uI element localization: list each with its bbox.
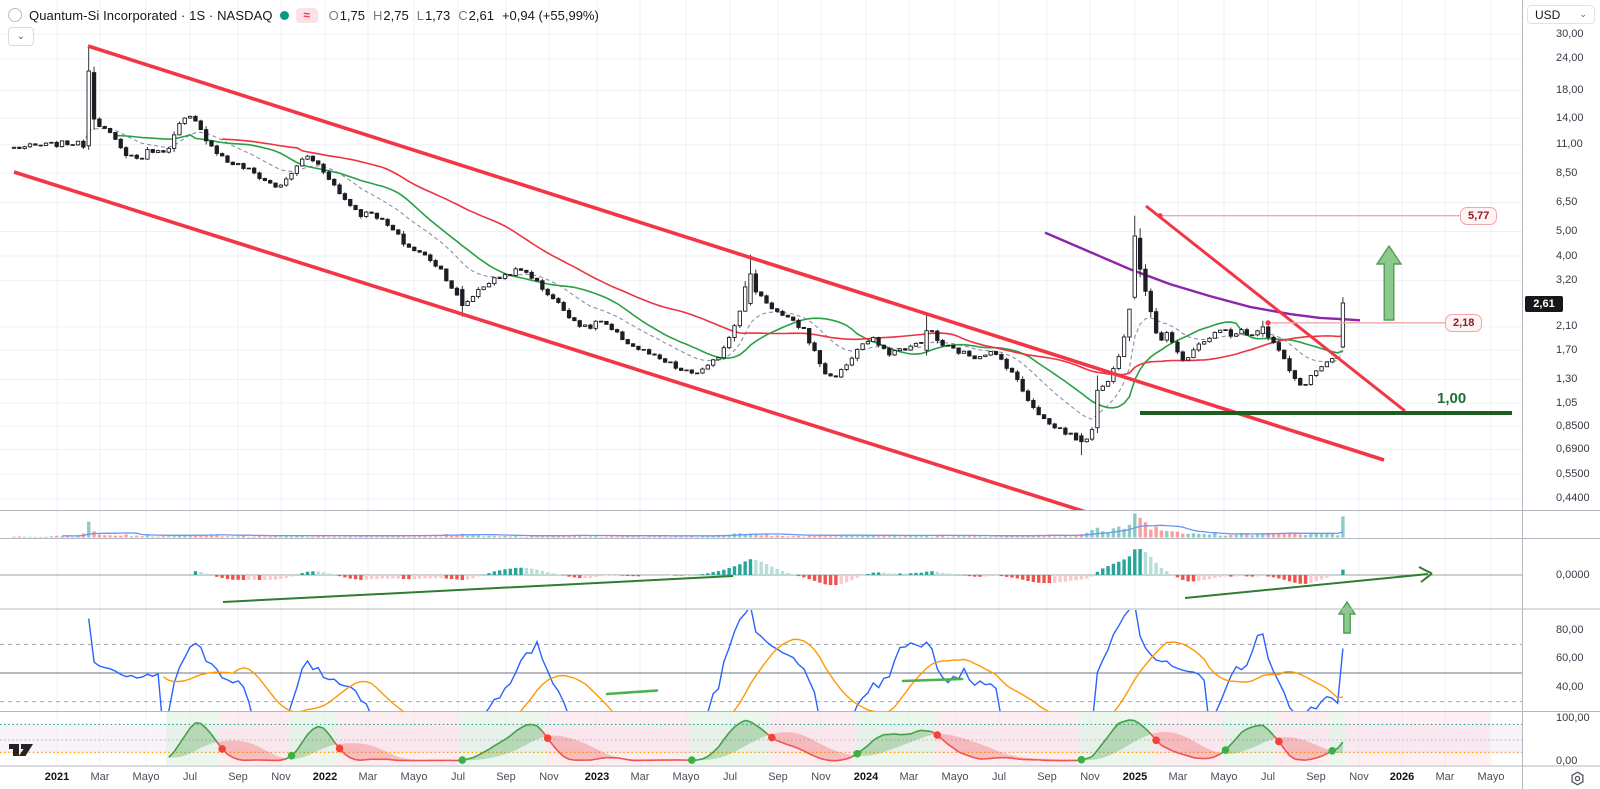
close-value: 2,61	[468, 7, 494, 23]
change-value: +0,94 (+55,99%)	[501, 7, 599, 23]
high-value: 2,75	[383, 7, 409, 23]
trend-channel-upper	[87, 44, 1385, 462]
grid-lines	[0, 0, 1522, 766]
indicator-wave-icon[interactable]: ≈	[295, 7, 318, 23]
steep-trendline	[1145, 204, 1406, 413]
macd-trendline	[222, 575, 734, 603]
ohlc-readout: O1,75 H2,75 L1,73 C2,61 +0,94 (+55,99%)	[328, 7, 599, 23]
tradingview-watermark-logo[interactable]	[8, 740, 42, 758]
indicator-status-dot-icon[interactable]	[279, 10, 289, 20]
macd-pane	[0, 549, 1522, 586]
up-arrow-drawing	[1375, 244, 1403, 321]
current-price-badge: 2,61	[1525, 296, 1563, 312]
gear-icon	[1570, 770, 1584, 786]
candles	[11, 46, 1346, 456]
volume-pane	[12, 513, 1345, 538]
symbol-title[interactable]: Quantum-Si Incorporated · 1S · NASDAQ	[29, 7, 273, 23]
currency-label: USD	[1535, 7, 1561, 22]
legend-collapse-button[interactable]: ⌄	[8, 27, 34, 46]
currency-selector[interactable]: USD ⌄	[1527, 5, 1595, 24]
resistance-level-badge-577: 5,77	[1460, 206, 1498, 225]
rsi-pane	[0, 610, 1522, 712]
resistance-level-badge-218: 2,18	[1445, 313, 1483, 332]
stoch-pane	[168, 719, 1344, 764]
symbol-legend: Quantum-Si Incorporated · 1S · NASDAQ ≈ …	[8, 5, 599, 25]
support-level-label-100: 1,00	[1437, 390, 1467, 407]
ma-gray-dashed	[82, 128, 1344, 420]
chevron-down-icon: ⌄	[16, 31, 26, 42]
ma-green	[115, 133, 1344, 409]
trend-channel-lower	[13, 170, 1086, 510]
macd-arrow-line	[1184, 573, 1429, 599]
symbol-logo-icon	[8, 8, 22, 22]
chevron-down-icon: ⌄	[1579, 9, 1587, 19]
ma-purple-long	[1044, 231, 1361, 322]
timescale-settings-button[interactable]	[1566, 770, 1588, 786]
ma-red	[222, 138, 1343, 376]
open-value: 1,75	[339, 7, 366, 23]
low-value: 1,73	[424, 7, 451, 23]
chart-drawings[interactable]	[13, 44, 1512, 634]
price-pane[interactable]	[11, 46, 1361, 456]
up-arrow-drawing	[1337, 600, 1357, 634]
